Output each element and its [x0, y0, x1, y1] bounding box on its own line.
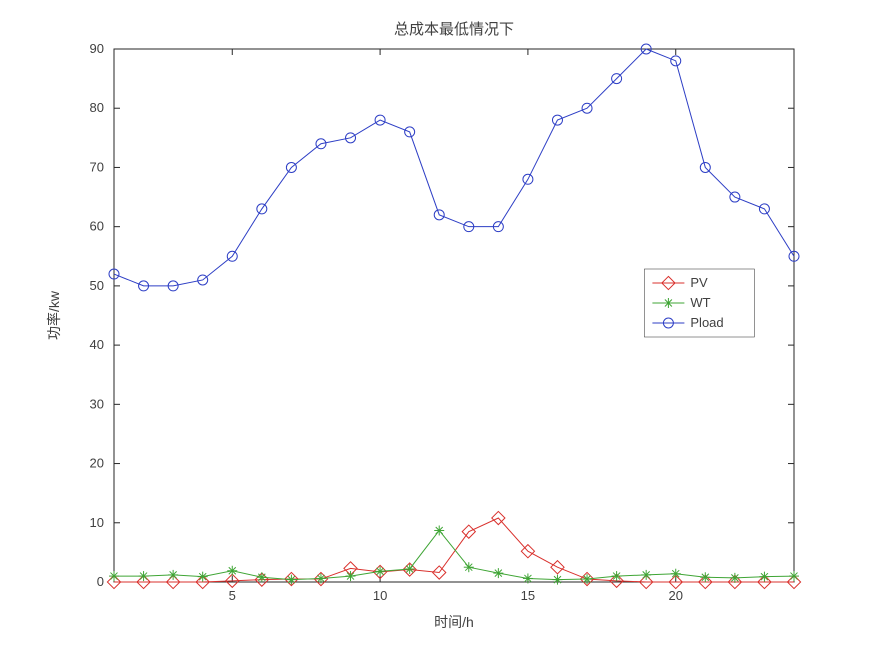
svg-text:10: 10	[90, 515, 104, 530]
line-chart: 5 10 15 20 0 10 20 30 40 50 60 70 80 90 总成本最低情况下时间/h 功率…	[0, 0, 875, 656]
svg-text:Pload: Pload	[690, 315, 723, 330]
svg-text:15: 15	[521, 588, 535, 603]
svg-text:PV: PV	[690, 275, 708, 290]
svg-text:10: 10	[373, 588, 387, 603]
svg-text:30: 30	[90, 396, 104, 411]
svg-text:20: 20	[669, 588, 683, 603]
svg-text:40: 40	[90, 337, 104, 352]
chart-container: 5 10 15 20 0 10 20 30 40 50 60 70 80 90 总成本最低情况下时间/h 功率…	[0, 0, 875, 656]
svg-text:功率/kw: 功率/kw	[46, 290, 62, 340]
svg-text:60: 60	[90, 219, 104, 234]
svg-text:80: 80	[90, 100, 104, 115]
svg-text:WT: WT	[690, 295, 710, 310]
svg-text:5: 5	[229, 588, 236, 603]
svg-text:90: 90	[90, 41, 104, 56]
svg-text:70: 70	[90, 159, 104, 174]
svg-text:总成本最低情况下: 总成本最低情况下	[394, 21, 514, 38]
svg-text:时间/h: 时间/h	[434, 614, 474, 630]
svg-text:0: 0	[97, 574, 104, 589]
svg-text:50: 50	[90, 278, 104, 293]
svg-text:20: 20	[90, 456, 104, 471]
